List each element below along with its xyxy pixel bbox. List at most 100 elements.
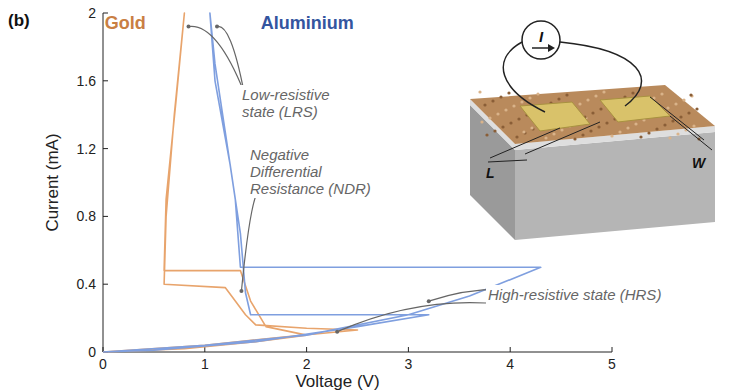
texture bbox=[493, 129, 496, 132]
texture bbox=[522, 130, 525, 133]
x-tick bbox=[510, 347, 511, 352]
pad bbox=[520, 102, 590, 131]
annotation-arrow bbox=[241, 188, 262, 291]
y-tick-label: 0.8 bbox=[77, 208, 97, 224]
dim-line bbox=[488, 160, 527, 162]
texture bbox=[528, 96, 531, 99]
series-label: Gold bbox=[105, 13, 146, 33]
texture bbox=[618, 130, 621, 133]
texture bbox=[499, 95, 502, 98]
x-tick bbox=[204, 347, 205, 352]
annotation-bg bbox=[240, 85, 332, 121]
texture bbox=[647, 131, 650, 134]
texture bbox=[687, 111, 690, 114]
texture bbox=[552, 132, 555, 135]
x-tick bbox=[306, 347, 307, 352]
annotation-arrow bbox=[189, 26, 244, 92]
texture bbox=[536, 92, 539, 95]
texture bbox=[666, 106, 669, 109]
x-tick-label: 5 bbox=[608, 356, 616, 372]
texture bbox=[586, 98, 589, 101]
texture bbox=[531, 127, 534, 130]
dim-line bbox=[650, 97, 704, 140]
texture bbox=[507, 91, 510, 94]
texture bbox=[581, 133, 584, 136]
texture bbox=[599, 107, 602, 110]
x-tick bbox=[408, 347, 409, 352]
dim-line bbox=[525, 122, 600, 154]
y-tick-label: 1.2 bbox=[77, 141, 97, 157]
texture bbox=[517, 117, 520, 120]
texture bbox=[478, 90, 481, 93]
texture bbox=[655, 127, 658, 130]
texture bbox=[485, 133, 488, 136]
texture bbox=[520, 100, 523, 103]
texture bbox=[639, 135, 642, 138]
x-tick-label: 4 bbox=[506, 356, 514, 372]
texture bbox=[689, 93, 692, 96]
texture bbox=[573, 137, 576, 140]
texture bbox=[530, 126, 533, 129]
inset-label: W bbox=[692, 155, 707, 171]
texture bbox=[560, 128, 563, 131]
annotation-arrow-head bbox=[239, 289, 243, 293]
texture bbox=[512, 104, 515, 107]
x-tick-label: 3 bbox=[405, 356, 413, 372]
y-axis bbox=[103, 13, 104, 352]
chart: (b)ILW01234500.40.81.21.62Voltage (V)Cur… bbox=[0, 0, 731, 390]
texture bbox=[682, 98, 685, 101]
annotation-arrow-head bbox=[427, 299, 431, 303]
y-tick-label: 0 bbox=[88, 344, 96, 360]
texture bbox=[674, 102, 677, 105]
annotation-arrow bbox=[217, 26, 244, 92]
texture bbox=[692, 124, 695, 127]
annotation: NegativeDifferentialResistance (NDR) bbox=[250, 146, 371, 197]
texture bbox=[544, 136, 547, 139]
texture bbox=[679, 115, 682, 118]
x-tick-label: 1 bbox=[201, 356, 209, 372]
inset-label: I bbox=[539, 28, 544, 45]
texture bbox=[483, 103, 486, 106]
texture bbox=[591, 111, 594, 114]
y-tick-label: 0.4 bbox=[77, 276, 97, 292]
annotation-arrow-head bbox=[335, 330, 339, 334]
texture bbox=[523, 131, 526, 134]
texture bbox=[509, 121, 512, 124]
annotation-bg bbox=[248, 145, 373, 198]
y-tick bbox=[103, 80, 108, 81]
texture bbox=[695, 107, 698, 110]
texture bbox=[594, 94, 597, 97]
texture bbox=[626, 126, 629, 129]
inset: I L W bbox=[470, 21, 715, 240]
x-tick bbox=[612, 347, 613, 352]
x-axis bbox=[103, 352, 612, 353]
y-tick bbox=[103, 216, 108, 217]
x-tick-label: 0 bbox=[99, 356, 107, 372]
texture bbox=[602, 90, 605, 93]
y-axis-title: Current (mA) bbox=[43, 133, 62, 231]
inset-label: L bbox=[486, 165, 495, 181]
annotation: High-resistive state (HRS) bbox=[488, 286, 661, 303]
annotation-arrow bbox=[337, 303, 486, 332]
dim-line bbox=[670, 116, 712, 150]
annotation-arrow-head bbox=[215, 25, 219, 29]
y-tick bbox=[103, 284, 108, 285]
substrate-front bbox=[515, 132, 715, 240]
texture bbox=[515, 135, 518, 138]
series-label: Aluminium bbox=[261, 13, 354, 33]
texture bbox=[690, 94, 693, 97]
y-tick-label: 1.6 bbox=[77, 73, 97, 89]
annotation-bg bbox=[486, 285, 663, 304]
texture bbox=[501, 125, 504, 128]
panel-letter: (b) bbox=[8, 11, 30, 30]
texture bbox=[663, 123, 666, 126]
plot-area bbox=[103, 13, 541, 352]
texture bbox=[578, 102, 581, 105]
texture bbox=[488, 116, 491, 119]
ammeter bbox=[522, 21, 560, 59]
pad bbox=[600, 96, 670, 122]
arrow-head bbox=[548, 44, 555, 52]
x-tick-label: 2 bbox=[303, 356, 311, 372]
texture bbox=[676, 132, 679, 135]
texture bbox=[668, 136, 671, 139]
